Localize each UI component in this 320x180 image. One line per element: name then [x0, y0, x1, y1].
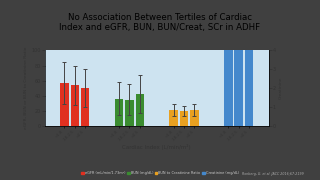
- Bar: [224, 0, 233, 126]
- Bar: [71, 85, 79, 126]
- Y-axis label: Creatinine: Creatinine: [279, 77, 283, 99]
- Bar: [60, 83, 69, 126]
- Bar: [125, 100, 134, 126]
- Bar: [170, 110, 178, 126]
- Bar: [235, 0, 243, 126]
- Bar: [180, 111, 188, 126]
- Bar: [115, 99, 123, 126]
- Bar: [81, 88, 90, 126]
- Bar: [136, 94, 144, 126]
- Y-axis label: eGFR, BUN or BUN to Creatinine Ratio: eGFR, BUN or BUN to Creatinine Ratio: [25, 47, 28, 129]
- X-axis label: Cardiac Index (L/min/m²): Cardiac Index (L/min/m²): [123, 144, 191, 150]
- Bar: [245, 0, 253, 126]
- Legend: eGFR (mL/min/1.73m²), BUN (mg/dL), BUN to Creatinine Ratio, Creatinine (mg/dL): eGFR (mL/min/1.73m²), BUN (mg/dL), BUN t…: [80, 170, 240, 176]
- Text: Ronberg, G. et al. JACC 2016;67:2199: Ronberg, G. et al. JACC 2016;67:2199: [242, 172, 304, 176]
- Text: No Association Between Tertiles of Cardiac
Index and eGFR, BUN, BUN/Creat, SCr i: No Association Between Tertiles of Cardi…: [60, 13, 260, 32]
- Bar: [190, 110, 199, 126]
